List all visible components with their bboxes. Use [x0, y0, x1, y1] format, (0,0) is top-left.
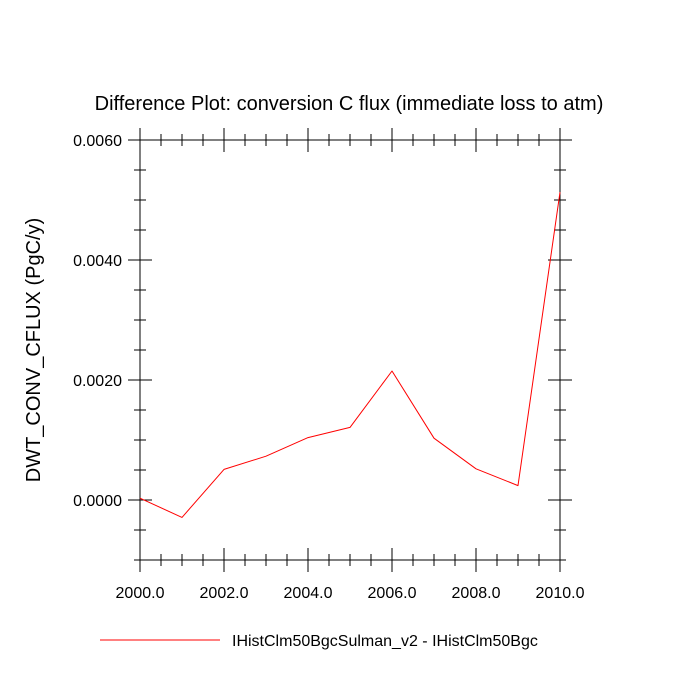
x-tick-label: 2010.0	[536, 585, 585, 602]
chart-title: Difference Plot: conversion C flux (imme…	[95, 93, 604, 115]
plot-frame	[139, 139, 561, 561]
y-tick-label: 0.0020	[73, 373, 122, 390]
legend-label: IHistClm50BgcSulman_v2 - IHistClm50Bgc	[232, 633, 538, 650]
x-tick-label: 2002.0	[200, 585, 249, 602]
x-tick-label: 2000.0	[116, 585, 165, 602]
y-axis-label: DWT_CONV_CFLUX (PgC/y)	[23, 218, 45, 482]
legend: IHistClm50BgcSulman_v2 - IHistClm50Bgc	[100, 633, 538, 650]
y-tick-label: 0.0000	[73, 493, 122, 510]
y-tick-label: 0.0060	[73, 133, 122, 150]
series-lines	[139, 192, 561, 518]
x-tick-label: 2008.0	[452, 585, 501, 602]
x-tick-label: 2004.0	[284, 585, 333, 602]
x-tick-label: 2006.0	[368, 585, 417, 602]
axis-ticks	[128, 128, 572, 572]
series-line	[139, 192, 561, 518]
y-tick-label: 0.0040	[73, 253, 122, 270]
tick-labels: 2000.0 2002.0 2004.0 2006.0 2008.0 2010.0 0.00…	[73, 133, 585, 602]
